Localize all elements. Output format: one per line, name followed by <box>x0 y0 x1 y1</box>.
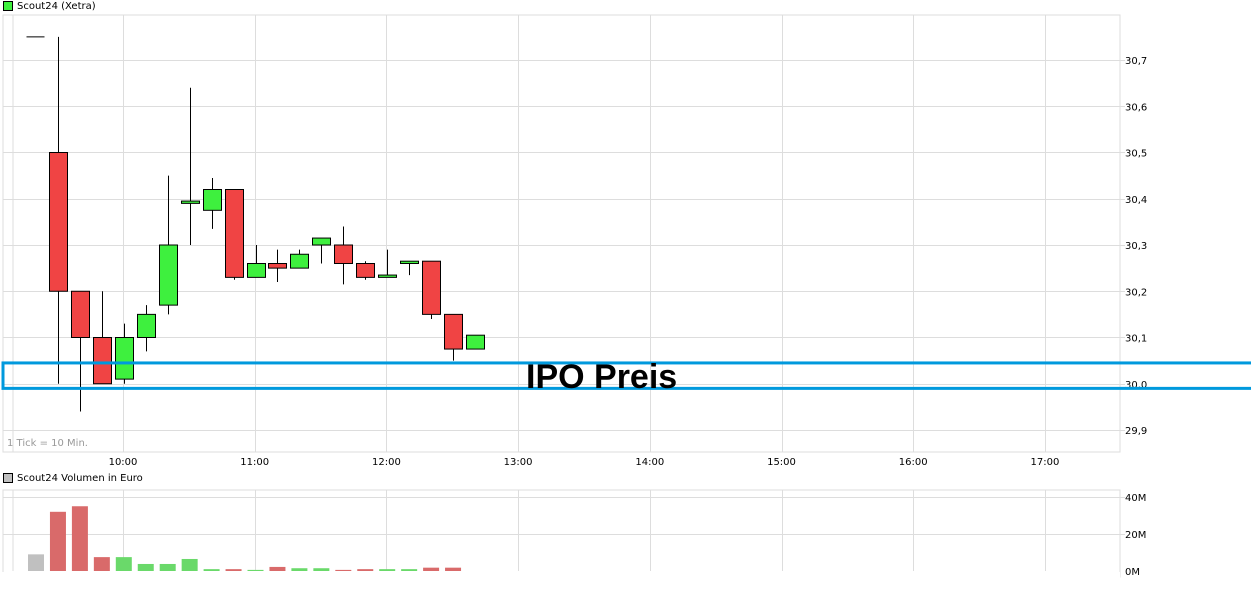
price-tick-label: 29,9 <box>1125 426 1147 437</box>
volume-bar <box>247 569 264 571</box>
candle-body <box>115 337 134 380</box>
candle <box>159 175 178 315</box>
price-tick-label: 30,6 <box>1125 102 1147 113</box>
candle <box>247 245 266 278</box>
volume-bar <box>291 568 308 571</box>
candle-body <box>93 337 112 385</box>
price-tick-label: 30,3 <box>1125 241 1147 252</box>
volume-bar <box>423 567 440 571</box>
volume-bar <box>93 557 110 571</box>
time-tick-label: 12:00 <box>372 457 401 468</box>
volume-legend-swatch <box>3 473 13 483</box>
candle-body <box>312 237 331 246</box>
candle <box>334 226 353 285</box>
price-tick-label: 30,5 <box>1125 149 1147 160</box>
time-tick-label: 10:00 <box>109 457 138 468</box>
candle <box>444 313 463 361</box>
price-tick-label: 30,4 <box>1125 195 1147 206</box>
volume-bar <box>28 554 44 571</box>
volume-grid <box>0 489 1125 596</box>
candle <box>400 260 419 276</box>
volume-bar <box>181 558 198 571</box>
candle-body <box>400 260 419 264</box>
candle-body <box>268 263 287 269</box>
volume-bar <box>115 557 132 571</box>
candle-body <box>356 263 375 278</box>
ipo-price-box <box>1 361 1251 390</box>
volume-legend-label: Scout24 Volumen in Euro <box>17 472 143 484</box>
candle-body <box>334 244 353 264</box>
candle <box>312 237 331 264</box>
volume-bar <box>225 569 242 571</box>
volume-bar <box>71 506 88 571</box>
volume-bar <box>379 569 396 571</box>
candle-body <box>466 334 485 350</box>
time-axis: 10:00 11:00 12:00 13:00 14:00 15:00 16:00 17:00 <box>109 457 1060 468</box>
volume-bar <box>401 569 418 571</box>
candle <box>422 260 441 319</box>
candle <box>71 290 90 412</box>
volume-panel-frame <box>2 489 1121 578</box>
candle <box>225 189 244 280</box>
price-tick-label: 30,1 <box>1125 334 1147 345</box>
volume-bar <box>49 511 66 571</box>
volume-axis: 40M 20M 0M <box>1125 493 1146 578</box>
candle-body <box>203 189 222 211</box>
price-tick-label: 30,7 <box>1125 56 1147 67</box>
candle-body <box>159 244 178 306</box>
tick-interval-note: 1 Tick = 10 Min. <box>7 438 88 449</box>
candle-body <box>49 152 68 292</box>
candle-body <box>444 313 463 350</box>
candlestick-series <box>26 36 485 412</box>
volume-bar <box>357 569 374 571</box>
volume-bar <box>335 569 352 571</box>
price-axis: 30,7 30,6 30,5 30,4 30,3 30,2 30,1 30,0 29,9 <box>1125 56 1147 437</box>
candle <box>268 249 287 282</box>
candle <box>290 249 309 269</box>
candle <box>203 177 222 229</box>
candle-body <box>290 253 309 269</box>
price-panel-frame <box>2 14 1121 453</box>
candle <box>49 36 68 384</box>
volume-bar <box>159 563 176 571</box>
candle-body <box>181 200 200 204</box>
volume-legend: Scout24 Volumen in Euro <box>3 472 143 484</box>
price-legend: Scout24 (Xetra) <box>3 0 96 12</box>
candle <box>466 334 485 350</box>
candle-body <box>247 263 266 278</box>
price-tick-label: 30,2 <box>1125 287 1147 298</box>
volume-bar <box>203 569 220 571</box>
time-tick-label: 11:00 <box>240 457 269 468</box>
candle <box>115 323 134 384</box>
candle <box>378 249 397 278</box>
time-tick-label: 17:00 <box>1030 457 1059 468</box>
candle-body <box>137 313 156 338</box>
time-tick-label: 15:00 <box>767 457 796 468</box>
volume-bar <box>313 568 330 571</box>
volume-bar <box>137 563 154 571</box>
candle-body <box>71 290 90 338</box>
volume-tick-label: 20M <box>1125 530 1146 541</box>
volume-bar <box>445 567 462 571</box>
price-tick-label: 30,0 <box>1125 380 1147 391</box>
candle <box>93 291 112 385</box>
time-tick-label: 13:00 <box>504 457 533 468</box>
candle-body <box>422 260 441 315</box>
ipo-price-label: IPO Preis <box>526 358 678 396</box>
candle <box>356 261 375 280</box>
candle-body <box>378 274 397 278</box>
panel-clip <box>0 572 1120 596</box>
volume-bar <box>269 566 286 571</box>
time-tick-label: 14:00 <box>635 457 664 468</box>
price-legend-swatch <box>3 1 13 11</box>
volume-bars <box>28 506 462 571</box>
candle <box>181 87 200 245</box>
volume-tick-label: 0M <box>1125 567 1140 578</box>
volume-tick-label: 40M <box>1125 493 1146 504</box>
candle-body <box>225 189 244 278</box>
candle <box>137 305 156 352</box>
time-tick-label: 16:00 <box>899 457 928 468</box>
price-legend-label: Scout24 (Xetra) <box>17 0 96 12</box>
